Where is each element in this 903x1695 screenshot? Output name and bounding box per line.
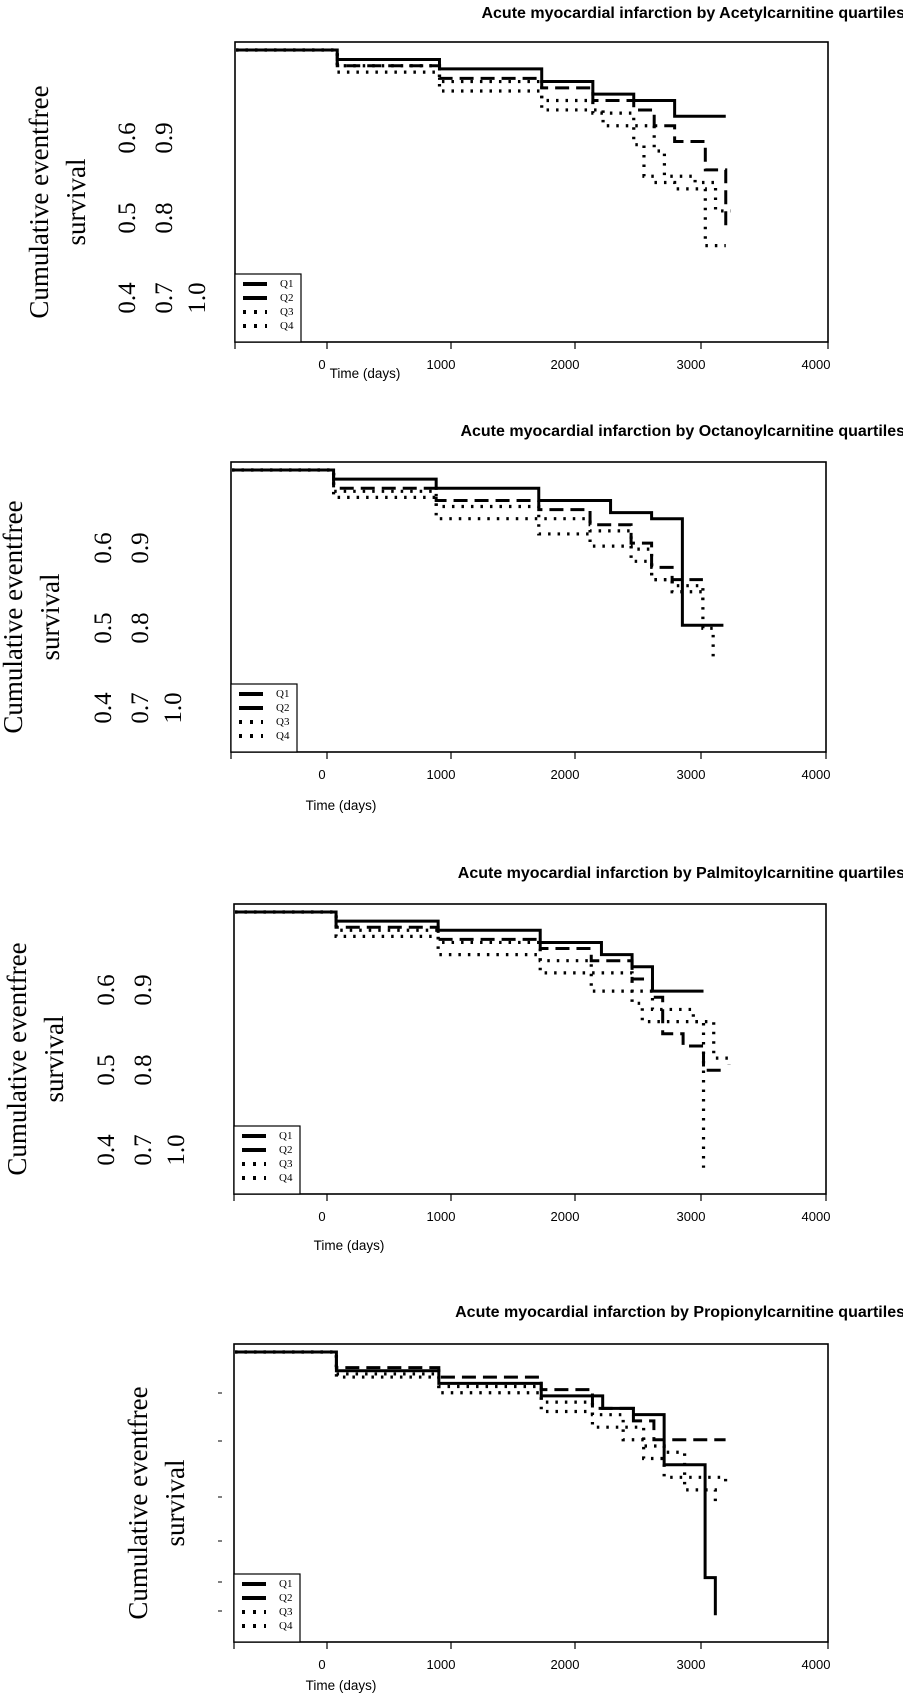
legend-label: Q2 bbox=[279, 1144, 292, 1156]
y-axis-label: survival bbox=[35, 574, 65, 661]
y-tick-label: 0.5 bbox=[114, 202, 141, 233]
y-tick-label: 0.8 bbox=[151, 202, 178, 233]
y-tick-label: 0.7 bbox=[127, 692, 154, 723]
y-axis-label: Cumulative eventfree bbox=[2, 942, 32, 1175]
legend-label: Q1 bbox=[276, 688, 289, 700]
x-tick-label: 0 bbox=[318, 1209, 325, 1224]
legend-label: Q4 bbox=[279, 1620, 293, 1632]
series-line-q4 bbox=[236, 48, 726, 248]
legend-label: Q4 bbox=[276, 730, 290, 742]
x-tick-label: 2000 bbox=[551, 357, 580, 372]
legend-label: Q1 bbox=[279, 1130, 292, 1142]
legend-box bbox=[234, 273, 302, 343]
y-tick-label: 1.0 bbox=[160, 692, 187, 723]
series-line-q4 bbox=[235, 1350, 717, 1503]
y-axis-label: survival bbox=[160, 1460, 190, 1547]
x-axis-label: Time (days) bbox=[306, 798, 377, 813]
y-axis-label: Cumulative eventfree bbox=[0, 500, 28, 733]
y-tick-label: 1.0 bbox=[184, 282, 211, 313]
legend-label: Q4 bbox=[280, 320, 294, 332]
plot-frame bbox=[234, 41, 829, 343]
y-tick-label: 0.7 bbox=[151, 282, 178, 313]
legend-label: Q2 bbox=[279, 1592, 292, 1604]
series-line-q3 bbox=[236, 48, 731, 213]
x-tick-label: 2000 bbox=[551, 1657, 580, 1672]
x-tick-label: 3000 bbox=[677, 767, 706, 782]
legend-label: Q4 bbox=[279, 1172, 293, 1184]
x-tick-label: 3000 bbox=[677, 357, 706, 372]
chart-title: Acute myocardial infarction by Acetylcar… bbox=[481, 5, 903, 22]
plot-frame bbox=[233, 903, 827, 1195]
y-tick-label: 1.0 bbox=[163, 1134, 190, 1165]
series-line-q2 bbox=[232, 468, 703, 582]
y-axis-label: Cumulative eventfree bbox=[24, 85, 54, 318]
series-line-q1 bbox=[236, 48, 726, 118]
legend-label: Q1 bbox=[279, 1578, 292, 1590]
x-tick-label: 1000 bbox=[427, 1657, 456, 1672]
y-tick-label: 0.9 bbox=[127, 532, 154, 563]
plot-frame bbox=[233, 1343, 829, 1643]
legend-label: Q3 bbox=[276, 716, 290, 728]
chart-title: Acute myocardial infarction by Palmitoyl… bbox=[458, 865, 903, 882]
x-tick-label: 1000 bbox=[427, 357, 456, 372]
series-line-q3 bbox=[235, 1350, 728, 1484]
series-line-q1 bbox=[235, 1350, 717, 1616]
y-tick-label: 0.9 bbox=[151, 122, 178, 153]
x-tick-label: 4000 bbox=[802, 357, 831, 372]
chart-panel: Acute myocardial infarction by Propionyl… bbox=[123, 1304, 903, 1693]
y-tick-label: 0.6 bbox=[93, 974, 120, 1005]
y-tick-label: 0.4 bbox=[93, 1134, 120, 1166]
x-tick-label: 2000 bbox=[551, 1209, 580, 1224]
series-line-q2 bbox=[236, 48, 728, 227]
legend-label: Q1 bbox=[280, 278, 293, 290]
y-tick-label: 0.8 bbox=[127, 612, 154, 643]
chart-panel: Acute myocardial infarction by Acetylcar… bbox=[24, 5, 903, 381]
series-line-q3 bbox=[232, 468, 715, 659]
y-tick-label: 0.5 bbox=[93, 1054, 120, 1085]
x-tick-label: 4000 bbox=[802, 1657, 831, 1672]
y-tick-label: 0.7 bbox=[130, 1134, 157, 1165]
legend-label: Q2 bbox=[280, 292, 293, 304]
x-tick-label: 4000 bbox=[802, 1209, 831, 1224]
x-tick-label: 3000 bbox=[677, 1209, 706, 1224]
y-tick-label: 0.4 bbox=[90, 692, 117, 724]
x-tick-label: 4000 bbox=[802, 767, 831, 782]
x-tick-label: 0 bbox=[318, 767, 325, 782]
x-axis-label: Time (days) bbox=[314, 1238, 385, 1253]
chart-title: Acute myocardial infarction by Octanoylc… bbox=[460, 423, 903, 440]
y-axis-label: Cumulative eventfree bbox=[123, 1386, 153, 1619]
series-line-q1 bbox=[232, 468, 724, 627]
legend-label: Q3 bbox=[279, 1158, 293, 1170]
legend-label: Q3 bbox=[280, 306, 294, 318]
chart-panel: Acute myocardial infarction by Palmitoyl… bbox=[2, 865, 903, 1253]
x-tick-label: 1000 bbox=[427, 767, 456, 782]
series-line-q2 bbox=[235, 1350, 726, 1442]
x-tick-label: 1000 bbox=[427, 1209, 456, 1224]
series-line-q2 bbox=[235, 910, 724, 1072]
x-tick-label: 2000 bbox=[551, 767, 580, 782]
legend-label: Q3 bbox=[279, 1606, 293, 1618]
x-tick-label: 3000 bbox=[677, 1657, 706, 1672]
y-tick-label: 0.4 bbox=[114, 282, 141, 314]
y-tick-label: 0.9 bbox=[130, 974, 157, 1005]
chart-title: Acute myocardial infarction by Propionyl… bbox=[455, 1304, 903, 1321]
x-axis-label: Time (days) bbox=[306, 1678, 377, 1693]
x-tick-label: 0 bbox=[318, 1657, 325, 1672]
series-line-q3 bbox=[235, 910, 731, 1065]
y-axis-label: survival bbox=[61, 159, 91, 246]
y-tick-label: 0.6 bbox=[114, 122, 141, 153]
series-line-q1 bbox=[235, 910, 704, 993]
x-axis-label: Time (days) bbox=[330, 366, 401, 381]
y-tick-label: 0.6 bbox=[90, 532, 117, 563]
plot-frame bbox=[230, 461, 827, 753]
x-tick-label: 0 bbox=[318, 357, 325, 372]
series-line-q4 bbox=[235, 910, 706, 1168]
y-tick-label: 0.5 bbox=[90, 612, 117, 643]
legend-label: Q2 bbox=[276, 702, 289, 714]
y-tick-label: 0.8 bbox=[130, 1054, 157, 1085]
y-axis-label: survival bbox=[39, 1016, 69, 1103]
chart-panel: Acute myocardial infarction by Octanoylc… bbox=[0, 423, 903, 813]
